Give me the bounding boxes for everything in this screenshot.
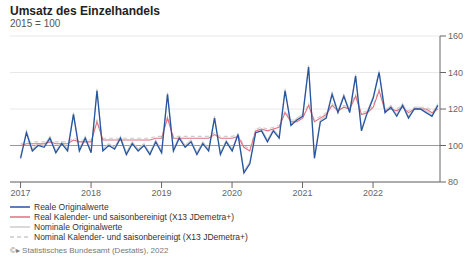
html-text:Umsatz des Einzelhandels: Umsatz des Einzelhandels — [10, 4, 160, 18]
html-text:Nominal Kalender- und saisonbe: Nominal Kalender- und saisonbereinigt (X… — [34, 232, 248, 242]
svg-text:100: 100 — [448, 141, 463, 151]
html-text:2015 = 100: 2015 = 100 — [10, 18, 61, 29]
html-text:Nominale Originalwerte: Nominale Originalwerte — [34, 222, 123, 232]
html-text:©▸ Statistisches Bundesamt (De: ©▸ Statistisches Bundesamt (Destatis), 2… — [10, 246, 169, 255]
html-text:Reale Originalwerte: Reale Originalwerte — [34, 202, 109, 212]
svg-text:120: 120 — [448, 104, 463, 114]
html-text:Real Kalender- und saisonberei: Real Kalender- und saisonbereinigt (X13 … — [34, 212, 235, 222]
svg-text:2021: 2021 — [293, 188, 313, 198]
svg-text:2022: 2022 — [363, 188, 383, 198]
svg-text:2019: 2019 — [152, 188, 172, 198]
svg-text:2018: 2018 — [81, 188, 101, 198]
svg-text:80: 80 — [448, 177, 458, 187]
svg-text:160: 160 — [448, 31, 463, 41]
svg-text:2017: 2017 — [11, 188, 31, 198]
svg-text:140: 140 — [448, 68, 463, 78]
svg-text:2020: 2020 — [222, 188, 242, 198]
